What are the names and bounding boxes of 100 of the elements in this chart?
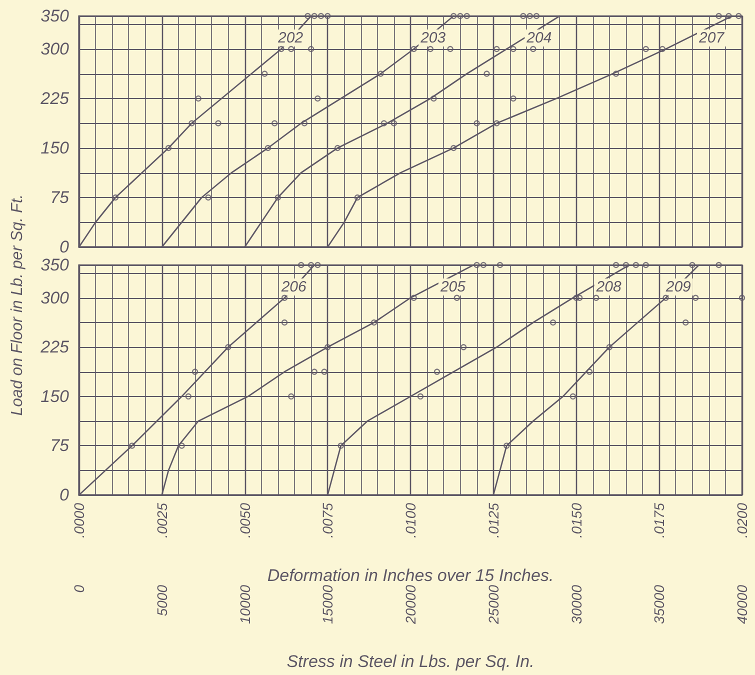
- x-axis-title: Deformation in Inches over 15 Inches.: [267, 566, 554, 585]
- y-tick-label: 225: [40, 89, 70, 108]
- point: [417, 393, 424, 400]
- x2-tick-label: 10000: [236, 584, 253, 624]
- point: [682, 319, 689, 326]
- point: [334, 144, 341, 152]
- point: [281, 294, 288, 301]
- point: [195, 95, 202, 102]
- x2-tick-label: 25000: [485, 584, 502, 625]
- x2-tick-label: 15000: [320, 584, 336, 624]
- point: [311, 368, 318, 375]
- point: [314, 262, 321, 268]
- y-tick-label: 350: [40, 6, 70, 26]
- series-label: 203: [420, 30, 446, 46]
- series-label: 204: [526, 30, 552, 46]
- point: [324, 344, 331, 350]
- point: [410, 46, 417, 52]
- point: [301, 120, 308, 126]
- point: [264, 144, 272, 152]
- point: [593, 294, 600, 301]
- y-tick-label: 75: [50, 436, 70, 456]
- point: [288, 46, 294, 52]
- x-tick-label: .0050: [236, 502, 253, 538]
- point: [338, 442, 344, 449]
- point: [632, 262, 640, 268]
- point: [550, 319, 556, 326]
- series-label: 208: [595, 278, 622, 296]
- point: [311, 12, 318, 20]
- x-tick-label: .0175: [651, 502, 668, 538]
- point: [460, 344, 467, 350]
- point: [354, 194, 361, 201]
- point: [274, 194, 281, 201]
- x2-tick-label: 40000: [734, 584, 750, 624]
- point: [192, 368, 198, 375]
- point: [659, 46, 666, 52]
- point: [454, 294, 460, 301]
- y-tick-label: 350: [40, 256, 70, 274]
- x-tick-label: .0125: [485, 502, 502, 538]
- point: [533, 12, 540, 20]
- point: [308, 46, 314, 52]
- point: [205, 194, 212, 201]
- point: [271, 120, 278, 126]
- point: [112, 194, 119, 201]
- x-tick-label: .0200: [734, 502, 750, 538]
- point: [288, 393, 294, 400]
- point: [510, 95, 516, 102]
- y-tick-label: 300: [40, 288, 70, 308]
- x2-tick-label: 35000: [651, 584, 668, 624]
- x2-tick-label: 0: [71, 584, 87, 593]
- point: [662, 294, 669, 301]
- point: [570, 393, 576, 400]
- point: [318, 12, 324, 20]
- y-tick-label: 0: [60, 486, 70, 504]
- series-label: 206: [280, 278, 308, 296]
- point: [716, 12, 722, 20]
- point: [496, 262, 504, 268]
- x2-axis-title: Stress in Steel in Lbs. per Sq. In.: [286, 652, 534, 671]
- point: [480, 262, 487, 268]
- point: [321, 368, 328, 375]
- y-tick-label: 150: [40, 138, 70, 158]
- y-tick-label: 150: [40, 386, 70, 406]
- point: [450, 144, 457, 152]
- series-label: 207: [698, 30, 725, 46]
- point: [576, 294, 583, 301]
- point: [278, 46, 284, 52]
- point: [494, 46, 500, 52]
- point: [573, 294, 580, 301]
- point: [370, 319, 378, 326]
- x2-tick-label: 20000: [402, 584, 418, 625]
- y-tick-label: 75: [50, 188, 70, 207]
- y-tick-label: 300: [40, 40, 70, 58]
- point: [526, 12, 533, 20]
- x-tick-label: .0100: [402, 502, 418, 538]
- point: [716, 262, 722, 268]
- point: [642, 262, 649, 268]
- point: [427, 46, 434, 52]
- point: [225, 344, 232, 350]
- point: [378, 70, 384, 77]
- x2-tick-label: 30000: [568, 584, 584, 624]
- x-tick-label: .0075: [320, 502, 336, 538]
- point: [612, 70, 620, 77]
- y-tick-label: 0: [60, 238, 70, 256]
- point: [484, 70, 490, 77]
- point: [188, 120, 195, 126]
- point: [380, 120, 388, 126]
- point: [447, 46, 454, 52]
- point: [510, 46, 516, 52]
- point: [178, 442, 185, 449]
- point: [504, 442, 510, 449]
- point: [281, 319, 288, 326]
- point: [530, 46, 536, 52]
- point: [165, 144, 172, 152]
- point: [474, 120, 480, 126]
- point: [612, 262, 620, 268]
- x-tick-label: .0150: [568, 502, 584, 538]
- point: [692, 294, 699, 301]
- point: [314, 95, 321, 102]
- point: [494, 120, 500, 126]
- point: [410, 294, 417, 301]
- point: [185, 393, 192, 400]
